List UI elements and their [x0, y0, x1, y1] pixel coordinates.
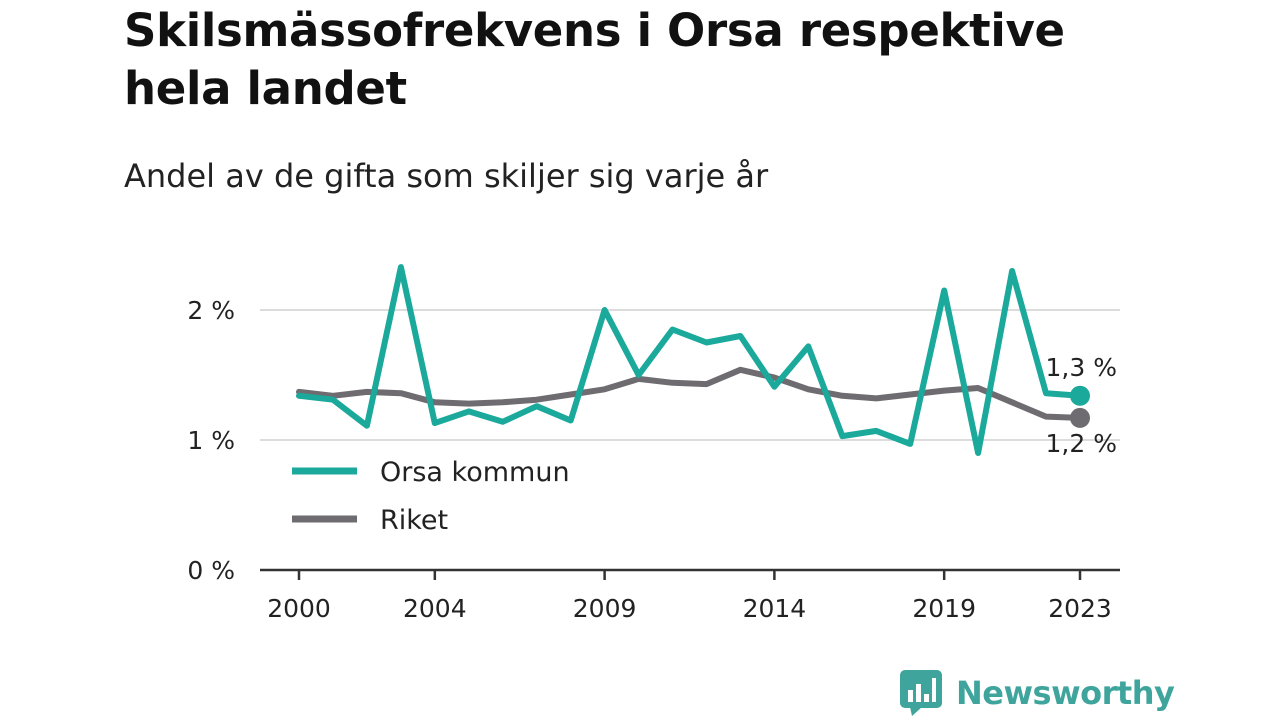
- end-point-orsa-kommun: [1070, 385, 1090, 406]
- legend-label: Riket: [380, 505, 448, 536]
- x-tick-label: 2004: [403, 594, 467, 623]
- end-label-riket: 1,2 %: [1046, 429, 1117, 458]
- chart-subtitle: Andel av de gifta som skiljer sig varje …: [124, 157, 769, 195]
- legend: Orsa kommun Riket: [292, 457, 570, 536]
- end-label-orsa-kommun: 1,3 %: [1046, 353, 1117, 382]
- x-tick-label: 2019: [912, 594, 976, 623]
- end-markers: 1,3 % 1,2 %: [1046, 353, 1117, 458]
- y-tick-label: 2 %: [187, 296, 235, 325]
- end-point-riket: [1070, 407, 1090, 428]
- y-tick-label: 1 %: [187, 426, 235, 455]
- x-tick-label: 2000: [267, 594, 331, 623]
- y-axis-tick-labels: 0 % 1 % 2 %: [187, 296, 235, 585]
- chart-title: Skilsmässofrekvens i Orsa respektive hel…: [124, 4, 1065, 115]
- x-axis: [260, 568, 1120, 580]
- x-axis-tick-labels: 2000 2004 2009 2014 2019 2023: [267, 594, 1112, 623]
- series-lines: [296, 264, 1083, 456]
- x-tick-label: 2014: [743, 594, 807, 623]
- series-line-orsa-kommun: [296, 264, 1083, 456]
- legend-label: Orsa kommun: [380, 457, 570, 488]
- x-tick-label: 2009: [573, 594, 637, 623]
- y-tick-label: 0 %: [187, 556, 235, 585]
- brand-logo: Newsworthy: [900, 668, 1175, 718]
- brand-name: Newsworthy: [956, 674, 1175, 712]
- x-tick-label: 2023: [1048, 594, 1112, 623]
- newsworthy-logo-icon: [900, 670, 942, 716]
